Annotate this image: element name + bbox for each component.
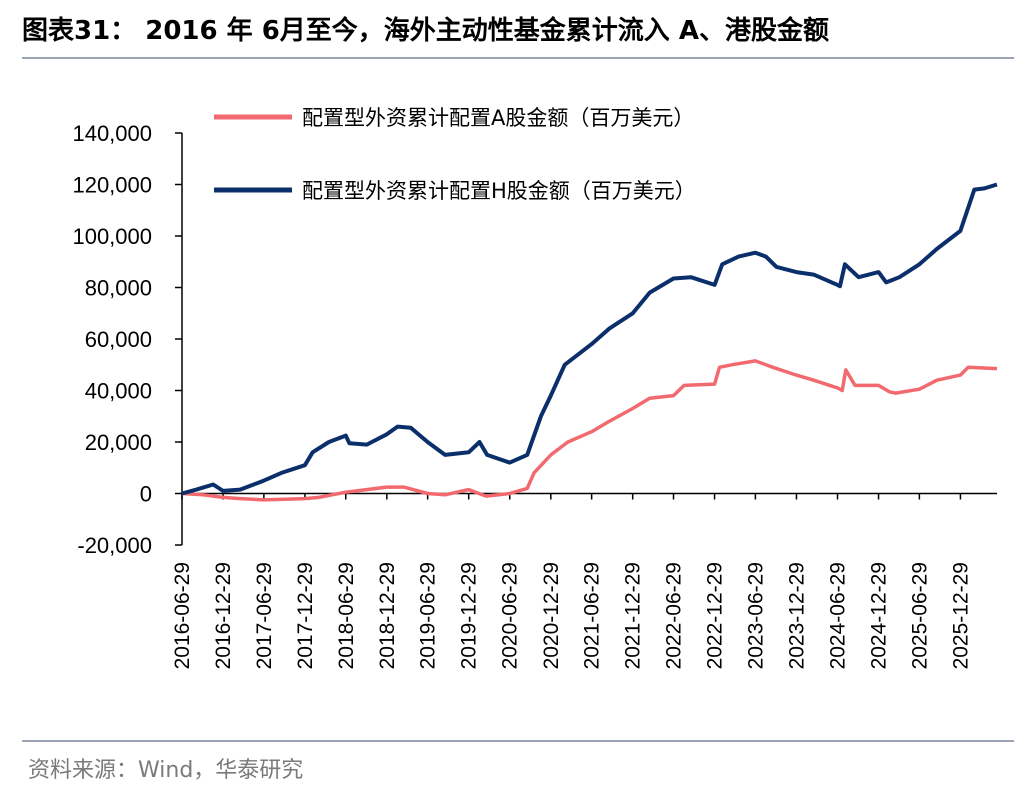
y-tick-label: 120,000 [72, 173, 152, 198]
x-tick-label: 2017-12-29 [294, 562, 317, 669]
x-tick-label: 2023-12-29 [785, 562, 808, 669]
x-tick-label: 2024-06-29 [826, 562, 849, 669]
chart-title: 图表31： 2016 年 6月至今，海外主动性基金累计流入 A、港股金额 [22, 16, 829, 46]
x-tick-label: 2020-06-29 [499, 562, 522, 669]
x-tick-label: 2025-06-29 [908, 562, 931, 669]
y-tick-label: 40,000 [85, 379, 152, 404]
y-tick-label: 140,000 [72, 121, 152, 146]
x-tick-label: 2018-12-29 [376, 562, 399, 669]
y-tick-label: 80,000 [85, 276, 152, 301]
x-tick-label: 2021-12-29 [622, 562, 645, 669]
title-divider [22, 57, 1014, 59]
footer-divider [22, 740, 1014, 742]
x-axis-ticks: 2016-06-29 2016-12-29 2017-06-29 2017-12-29… [171, 493, 972, 669]
x-tick-label: 2016-06-29 [171, 562, 194, 669]
y-tick-label: -20,000 [77, 533, 152, 558]
x-tick-label: 2019-12-29 [458, 562, 481, 669]
x-tick-label: 2024-12-29 [868, 562, 891, 669]
x-tick-label: 2016-12-29 [212, 562, 235, 669]
x-tick-label: 2022-12-29 [704, 562, 727, 669]
legend-label: 配置型外资累计配置H股金额（百万美元） [302, 179, 696, 203]
series-line-h-share [181, 182, 998, 496]
y-tick-label: 100,000 [72, 224, 152, 249]
x-tick-label: 2023-06-29 [744, 562, 767, 669]
legend-label: 配置型外资累计配置A股金额（百万美元） [302, 106, 694, 130]
source-note: 资料来源：Wind，华泰研究 [28, 758, 304, 783]
y-tick-label: 60,000 [85, 327, 152, 352]
x-tick-label: 2018-06-29 [335, 562, 358, 669]
x-tick-label: 2019-06-29 [417, 562, 440, 669]
y-axis-ticks: -20,000 0 20,000 40,000 60,000 80,000 100,000 1… [72, 121, 182, 558]
x-tick-label: 2022-06-29 [663, 562, 686, 669]
series-lines [181, 182, 998, 502]
x-tick-label: 2025-12-29 [949, 562, 972, 669]
series-line-a-share [181, 359, 998, 502]
x-tick-label: 2021-06-29 [581, 562, 604, 669]
y-tick-label: 20,000 [85, 430, 152, 455]
line-chart: -20,000 0 20,000 40,000 60,000 80,000 100,000 1… [72, 106, 998, 669]
x-tick-label: 2020-12-29 [540, 562, 563, 669]
x-tick-label: 2017-06-29 [253, 562, 276, 669]
y-tick-label: 0 [140, 482, 152, 507]
legend: 配置型外资累计配置A股金额（百万美元） 配置型外资累计配置H股金额（百万美元） [214, 106, 696, 203]
